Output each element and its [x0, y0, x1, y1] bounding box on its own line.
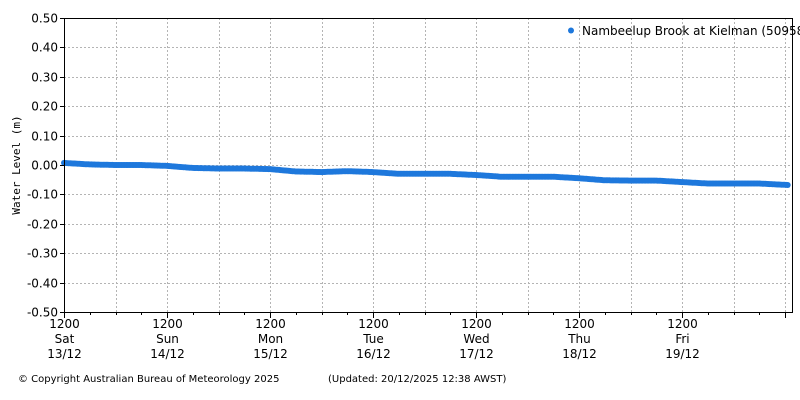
legend-marker	[568, 27, 574, 34]
x-tick-label: 1200	[152, 317, 183, 331]
legend-label: Nambeelup Brook at Kielman (509586)	[582, 24, 800, 38]
y-tick-label: 0.10	[31, 130, 58, 144]
x-tick-label: Tue	[362, 332, 384, 346]
y-tick-label: -0.20	[27, 218, 58, 232]
updated-timestamp: (Updated: 20/12/2025 12:38 AWST)	[328, 374, 507, 385]
x-tick-label: 17/12	[459, 347, 494, 361]
y-axis-title: Water Level (m)	[10, 115, 23, 214]
y-tick-label: 0.40	[31, 41, 58, 55]
x-tick-label: Mon	[258, 332, 283, 346]
x-tick-label: Wed	[463, 332, 489, 346]
plot-frame	[64, 18, 793, 313]
x-tick-label: 1200	[358, 317, 389, 331]
y-tick-label: -0.50	[27, 306, 58, 320]
x-tick-label: Thu	[567, 332, 591, 346]
y-tick-label: -0.40	[27, 277, 58, 291]
legend: Nambeelup Brook at Kielman (509586)	[568, 24, 800, 38]
x-tick-label: 19/12	[665, 347, 700, 361]
x-tick-label: 1200	[667, 317, 698, 331]
data-series	[61, 159, 791, 188]
x-tick-label: 14/12	[150, 347, 185, 361]
y-tick-label: -0.30	[27, 247, 58, 261]
y-tick-label: -0.10	[27, 188, 58, 202]
x-tick-label: Sat	[55, 332, 75, 346]
x-tick-label: 18/12	[562, 347, 597, 361]
grid	[64, 18, 792, 312]
x-axis-ticks: 1200Sat13/121200Sun14/121200Mon15/121200…	[47, 312, 786, 361]
x-tick-label: Fri	[675, 332, 689, 346]
y-tick-label: 0.30	[31, 71, 58, 85]
x-tick-label: 1200	[49, 317, 80, 331]
x-tick-label: 1200	[255, 317, 286, 331]
x-tick-label: 1200	[461, 317, 492, 331]
x-tick-label: 15/12	[253, 347, 288, 361]
copyright-text: © Copyright Australian Bureau of Meteoro…	[18, 374, 280, 385]
x-tick-label: 13/12	[47, 347, 82, 361]
x-tick-label: 1200	[564, 317, 595, 331]
y-tick-label: 0.00	[31, 159, 58, 173]
x-tick-label: Sun	[156, 332, 179, 346]
y-tick-label: 0.20	[31, 100, 58, 114]
x-tick-label: 16/12	[356, 347, 391, 361]
data-point	[784, 182, 791, 188]
y-tick-label: 0.50	[31, 12, 58, 26]
y-axis-ticks: 0.50 0.40 0.30 0.20 0.10 0.00 -0.10 -0.20 -0.30 -…	[27, 12, 64, 320]
